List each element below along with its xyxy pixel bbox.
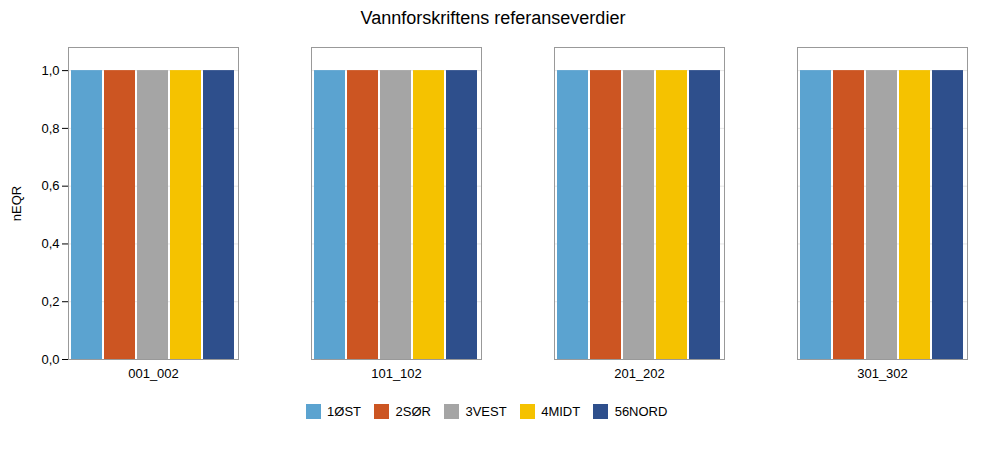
svg-text:0,6: 0,6 [41, 178, 59, 193]
html-text:2SØR: 2SØR [395, 404, 431, 419]
html-text:4MIDT: 4MIDT [541, 404, 581, 419]
svg-text:nEQR: nEQR [9, 186, 24, 221]
svg-text:201_202: 201_202 [614, 366, 665, 381]
svg-text:001_002: 001_002 [128, 366, 179, 381]
svg-text:301_302: 301_302 [857, 366, 908, 381]
svg-text:0,2: 0,2 [41, 294, 59, 309]
svg-text:0,8: 0,8 [41, 121, 59, 136]
svg-text:1,0: 1,0 [41, 63, 59, 78]
html-text:1ØST: 1ØST [327, 404, 362, 419]
svg-text:0,0: 0,0 [41, 352, 59, 367]
svg-text:0,4: 0,4 [41, 236, 59, 251]
html-text:3VEST: 3VEST [465, 404, 507, 419]
html-text:Vannforskriftens referanseverd: Vannforskriftens referanseverdier [360, 8, 626, 28]
html-text:56NORD: 56NORD [614, 404, 668, 419]
svg-text:101_102: 101_102 [371, 366, 422, 381]
